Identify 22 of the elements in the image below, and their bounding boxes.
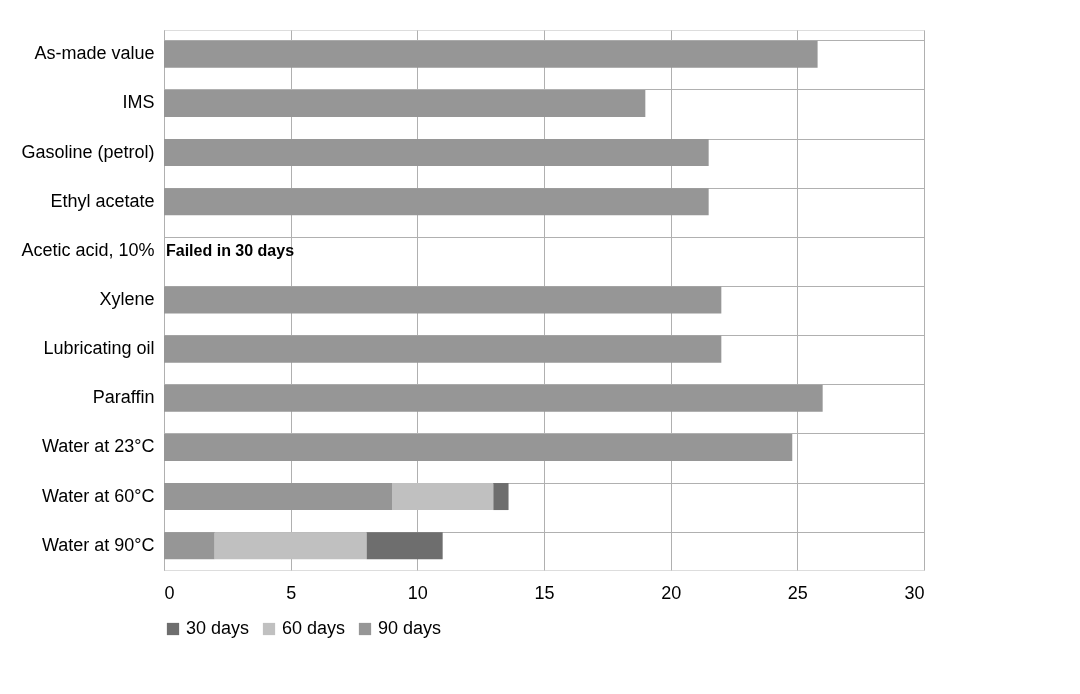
annotation: Failed in 30 days <box>166 241 295 259</box>
y-tick-label: As-made value <box>34 43 155 64</box>
x-tick-label: 25 <box>787 582 808 603</box>
y-tick-label: Water at 90°C <box>41 534 155 555</box>
y-tick-label: Water at 60°C <box>41 485 155 506</box>
x-tick-label: 15 <box>534 582 555 603</box>
x-tick-label: 0 <box>164 582 175 603</box>
y-tick-label: Acetic acid, 10% <box>21 239 155 260</box>
x-tick-label: 5 <box>286 582 297 603</box>
y-tick-label: Xylene <box>99 289 155 309</box>
y-tick-label: Paraffin <box>92 387 155 408</box>
y-tick-label: Water at 23°C <box>41 436 155 457</box>
legend-label: 60 days <box>282 618 346 638</box>
x-tick-label: 30 <box>904 582 925 603</box>
x-tick-label: 10 <box>407 582 428 603</box>
y-tick-label: Ethyl acetate <box>50 190 155 211</box>
y-tick-label: Lubricating oil <box>43 338 155 359</box>
legend-label: 30 days <box>186 618 250 638</box>
y-tick-label: Gasoline (petrol) <box>21 141 155 162</box>
y-tick-label: IMS <box>122 92 155 113</box>
x-tick-label: 20 <box>661 582 682 603</box>
legend-label: 90 days <box>378 618 442 638</box>
